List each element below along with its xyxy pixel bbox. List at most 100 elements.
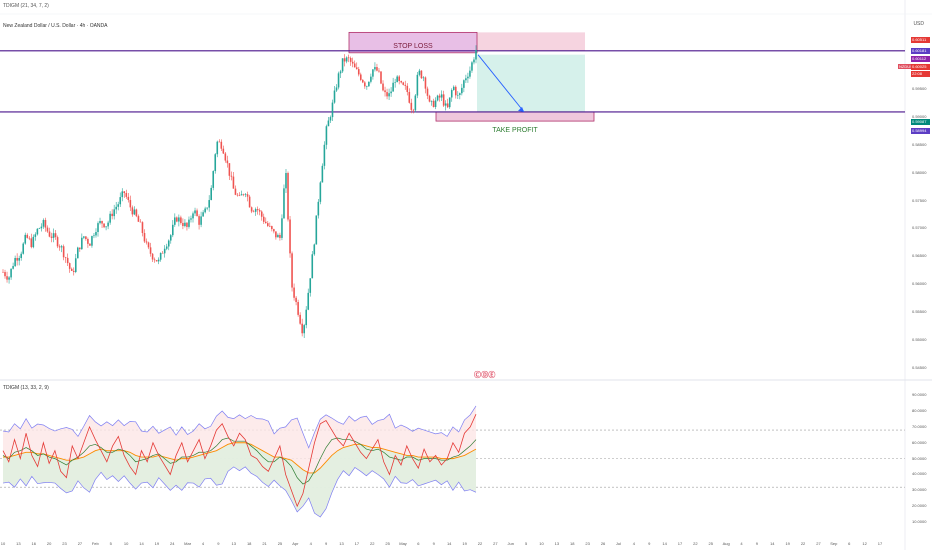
- candle-body: [317, 201, 320, 216]
- candle-body: [418, 70, 421, 75]
- osc-axis-tick: 20.0000: [912, 503, 927, 509]
- price-axis-tick: 0.58500: [912, 141, 927, 147]
- candle-body: [30, 238, 33, 248]
- candle-body: [174, 217, 176, 225]
- candle-body: [269, 225, 271, 227]
- candle-body: [246, 194, 249, 197]
- candle-body: [349, 57, 352, 62]
- candle-body: [469, 70, 471, 77]
- candle-body: [380, 71, 382, 84]
- candle-body: [194, 210, 196, 214]
- candle-body: [370, 76, 372, 82]
- candle-body: [123, 191, 126, 194]
- candle-body: [12, 266, 14, 269]
- candle-body: [376, 67, 378, 71]
- candle-body: [366, 86, 368, 87]
- time-axis-tick: 22: [477, 541, 483, 546]
- candle-body: [315, 215, 318, 245]
- candle-body: [335, 87, 338, 91]
- time-axis-tick: 23: [585, 541, 590, 546]
- candle-body: [359, 74, 362, 80]
- candle-body: [337, 73, 340, 88]
- candle-body: [390, 91, 392, 94]
- candle-body: [64, 257, 67, 258]
- stop-loss-box: [348, 31, 478, 54]
- candle-body: [465, 78, 467, 81]
- candle-body: [394, 82, 396, 83]
- time-axis-tick: 14: [662, 541, 667, 546]
- candle-body: [436, 95, 439, 101]
- symbol-price-tag: NZDUSD: [898, 64, 917, 69]
- price-tag-line-bottom: 0.59087: [911, 119, 930, 125]
- candle-body: [368, 81, 370, 87]
- candle-body: [186, 222, 188, 227]
- candle-body: [283, 188, 285, 219]
- take-profit-label: TAKE PROFIT: [492, 127, 538, 134]
- projection-arrow: [477, 54, 525, 113]
- candle-body: [145, 241, 148, 243]
- candle-body: [107, 222, 109, 227]
- price-axis-tick: 0.55000: [912, 337, 927, 343]
- candle-body: [196, 210, 198, 217]
- candle-body: [105, 226, 107, 228]
- candle-body: [420, 70, 423, 79]
- candle-body: [214, 154, 217, 172]
- stop-loss-label: STOP LOSS: [393, 43, 433, 50]
- candle-body: [26, 234, 29, 238]
- candle-body: [44, 219, 47, 228]
- time-axis-tick: Feb: [91, 541, 99, 546]
- osc-axis-tick: 30.0000: [912, 487, 927, 493]
- candle-body: [81, 237, 83, 250]
- candle-body: [74, 258, 77, 273]
- candle-body: [125, 193, 128, 197]
- time-axis-tick: 16: [31, 541, 36, 546]
- candle-body: [149, 247, 152, 254]
- osc-axis-tick: 60.0000: [912, 439, 927, 445]
- candle-body: [93, 235, 95, 237]
- candle-body: [448, 97, 451, 108]
- candle-body: [400, 81, 403, 83]
- price-axis-tick: 0.55500: [912, 309, 927, 315]
- osc-upper-band: [2, 405, 477, 449]
- time-axis-tick: Apr: [292, 541, 299, 546]
- time-axis-tick: 10: [0, 541, 6, 546]
- price-tag-stop-top: 0.60511: [911, 37, 930, 43]
- price-axis-tick: 0.56000: [912, 281, 927, 287]
- price-axis-tick: 0.56500: [912, 253, 927, 259]
- candle-body: [329, 117, 332, 121]
- candle-body: [398, 76, 400, 82]
- candle-body: [28, 237, 31, 239]
- osc-axis-tick: 50.0000: [912, 455, 927, 461]
- candle-body: [297, 302, 299, 315]
- candle-body: [457, 94, 459, 96]
- candle-body: [113, 209, 115, 217]
- time-axis-tick: 14: [139, 541, 144, 546]
- candle-body: [14, 258, 16, 267]
- candle-body: [137, 216, 140, 222]
- candle-body: [327, 120, 330, 127]
- time-axis-tick: 10: [123, 541, 129, 546]
- candle-body: [234, 188, 237, 195]
- candle-body: [428, 95, 431, 102]
- candle-body: [143, 233, 146, 242]
- candle-body: [131, 207, 134, 215]
- watermark-logo: ⒸⒹⒺ: [474, 372, 496, 379]
- candle-body: [85, 236, 87, 240]
- osc-rsi-line: [2, 414, 477, 508]
- time-axis-tick: 4: [201, 541, 205, 546]
- candle-body: [68, 263, 71, 269]
- candle-body: [87, 239, 89, 244]
- candle-body: [402, 82, 405, 85]
- candle-body: [339, 71, 342, 74]
- take-profit-box: [435, 111, 595, 122]
- candle-body: [473, 59, 475, 63]
- candle-body: [4, 272, 6, 277]
- candle-body: [103, 223, 105, 228]
- time-axis-tick: 9: [432, 541, 435, 546]
- candle-body: [48, 231, 51, 237]
- candle-body: [161, 252, 164, 254]
- symbol-title: New Zealand Dollar / U.S. Dollar · 4h · …: [3, 23, 108, 29]
- time-axis-tick: 9: [648, 541, 651, 546]
- candle-body: [184, 222, 186, 227]
